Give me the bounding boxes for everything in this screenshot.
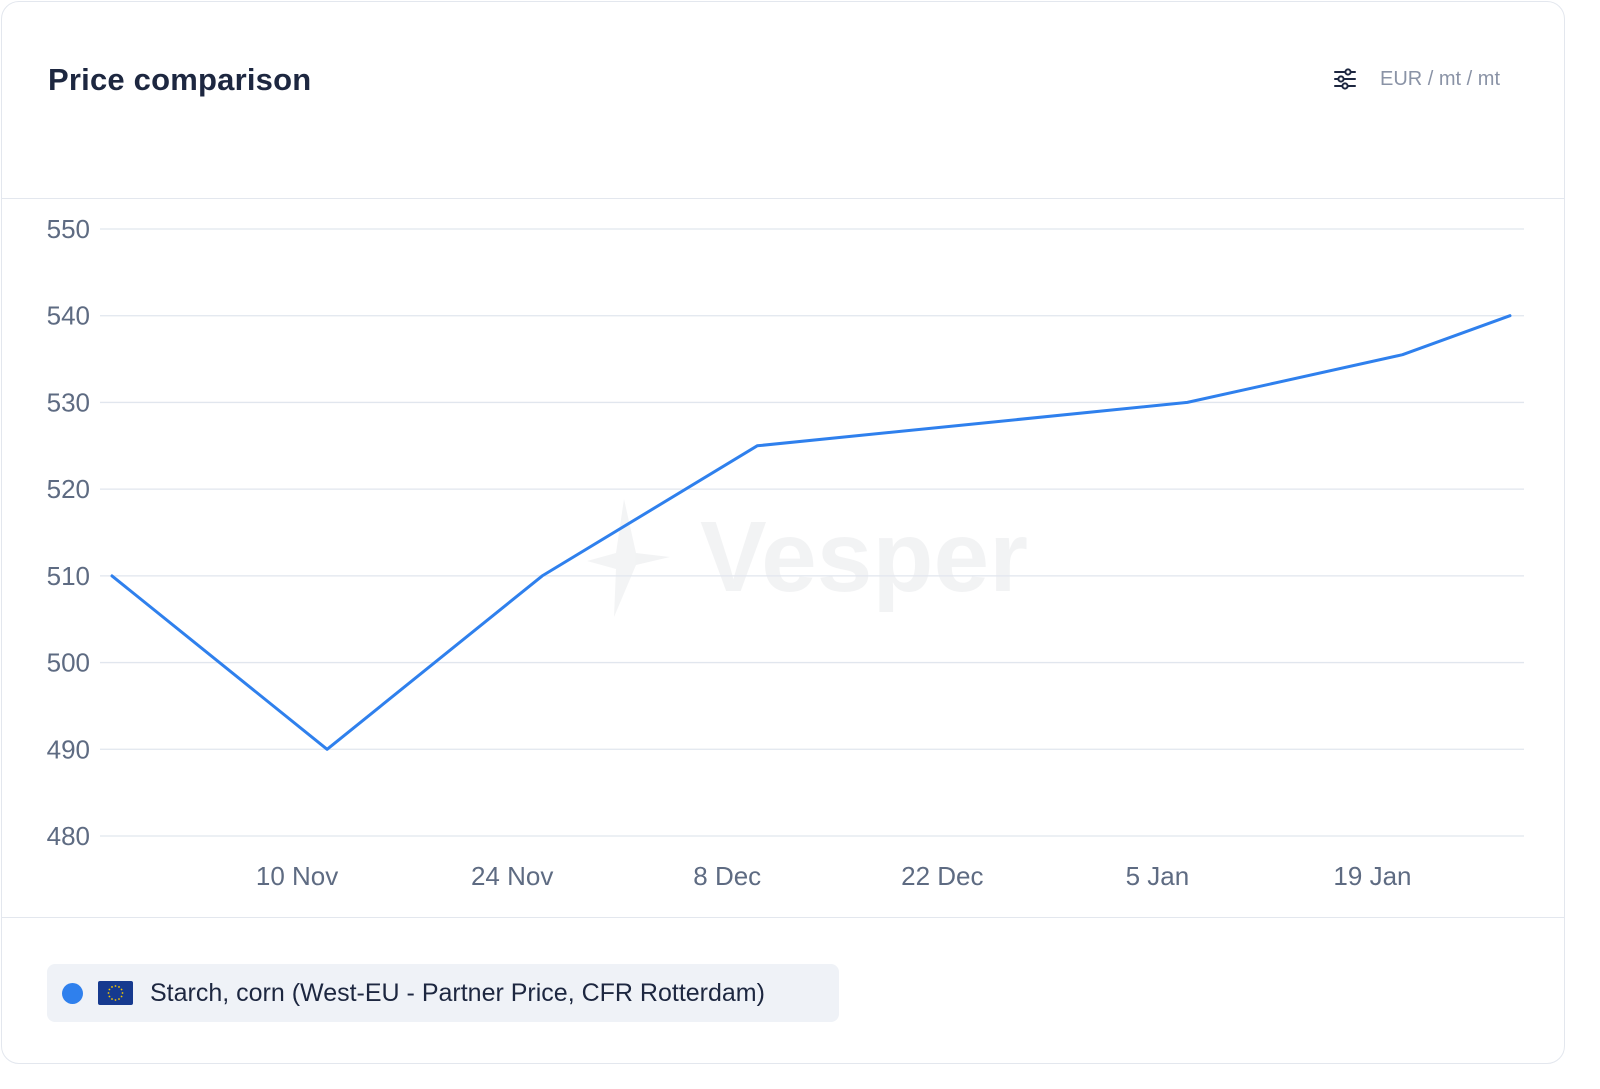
flag-star	[107, 992, 110, 994]
page-title: Price comparison	[48, 62, 312, 97]
legend-item[interactable]: Starch, corn (West-EU - Partner Price, C…	[47, 964, 839, 1022]
y-tick-label: 540	[47, 301, 90, 331]
x-tick-label: 10 Nov	[256, 861, 338, 891]
line-chart: Vesper 480 490 500 510 520 530 540 550 10 Nov 24…	[2, 199, 1564, 917]
y-tick-label: 510	[47, 561, 90, 591]
watermark-star-icon	[587, 499, 670, 617]
flag-star	[114, 999, 117, 1001]
legend-label: Starch, corn (West-EU - Partner Price, C…	[150, 978, 765, 1007]
unit-selector[interactable]: EUR / mt / mt	[1332, 66, 1500, 92]
flag-star	[111, 998, 113, 1000]
grid-layer	[100, 228, 1524, 837]
y-tick-label: 490	[47, 734, 90, 764]
x-tick-label: 24 Nov	[471, 861, 553, 891]
eu-flag-icon	[98, 981, 133, 1005]
y-axis-ticks: 480 490 500 510 520 530 540 550	[47, 214, 90, 851]
legend-footer: Starch, corn (West-EU - Partner Price, C…	[2, 917, 1564, 1063]
y-tick-label: 500	[47, 648, 90, 678]
flag-star	[108, 995, 111, 998]
x-tick-label: 8 Dec	[693, 861, 761, 891]
card-header: Price comparison EUR / mt / mt	[2, 2, 1564, 199]
flag-star	[114, 985, 117, 987]
flag-star	[111, 986, 113, 988]
x-axis-ticks: 10 Nov 24 Nov 8 Dec 22 Dec 5 Jan 19 Jan	[256, 861, 1412, 891]
watermark-text: Vesper	[700, 501, 1028, 613]
y-tick-label: 550	[47, 214, 90, 244]
x-tick-label: 19 Jan	[1333, 861, 1411, 891]
flag-star	[120, 988, 123, 991]
y-tick-label: 520	[47, 474, 90, 504]
x-tick-label: 5 Jan	[1126, 861, 1190, 891]
y-tick-label: 480	[47, 821, 90, 851]
flag-star	[120, 995, 123, 998]
flag-star	[121, 992, 124, 994]
y-tick-label: 530	[47, 387, 90, 417]
flag-star	[118, 986, 120, 988]
x-tick-label: 22 Dec	[901, 861, 983, 891]
series-layer	[110, 314, 1512, 751]
flag-star	[118, 998, 120, 1000]
price-comparison-card: Price comparison EUR / mt / mt V	[1, 1, 1565, 1064]
unit-label[interactable]: EUR / mt / mt	[1380, 67, 1500, 90]
series-color-dot	[62, 982, 83, 1004]
watermark: Vesper	[587, 499, 1028, 617]
chart-svg: Vesper 480 490 500 510 520 530 540 550 10 Nov 24…	[47, 214, 1524, 891]
series-line	[110, 314, 1512, 751]
sliders-icon[interactable]	[1332, 66, 1358, 92]
flag-star	[108, 988, 111, 991]
